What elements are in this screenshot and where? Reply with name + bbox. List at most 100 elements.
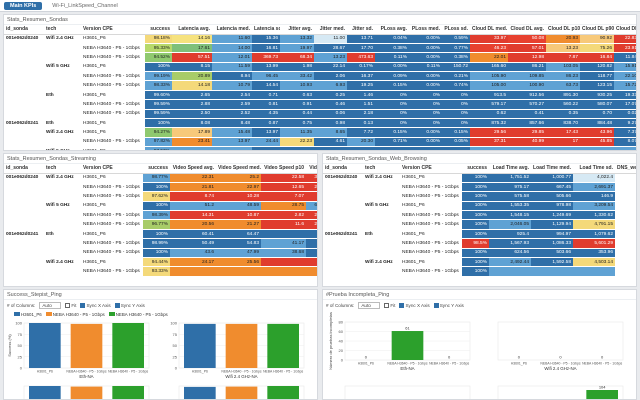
table-cell: 11.35 — [280, 127, 314, 138]
table-cell: 884.48 — [580, 118, 614, 129]
column-header[interactable]: Jitter avg. — [280, 25, 314, 35]
tab-wifi-linkspeed-channel[interactable]: Wi-Fi_LinkSpeed_Channel — [52, 2, 118, 9]
column-header[interactable]: Cloud DL p90 — [580, 25, 614, 35]
column-header[interactable]: Jitter med. — [314, 25, 347, 35]
column-header[interactable]: Version CPE — [81, 25, 145, 35]
column-header[interactable]: Latencia sd. — [252, 25, 280, 35]
table-cell: 001e062d0241 — [4, 229, 44, 240]
column-header[interactable]: PLoss med. — [409, 25, 442, 35]
column-header[interactable]: Load Time sd. — [573, 164, 615, 174]
column-header[interactable]: success — [143, 164, 170, 174]
tab-main-kpis[interactable]: Main KPIs — [4, 1, 43, 10]
checkbox-checked-icon — [80, 302, 86, 308]
fit-checkbox[interactable]: Fit — [65, 302, 76, 308]
columns-input[interactable]: Auto — [358, 301, 381, 309]
bar[interactable] — [267, 323, 299, 368]
bar[interactable] — [29, 323, 61, 368]
y-tick-label: 60 — [339, 329, 344, 334]
column-header[interactable]: DNS_web — [615, 164, 637, 174]
table-cell — [261, 229, 306, 240]
column-header[interactable]: tech — [44, 164, 81, 174]
column-header[interactable]: Video Speed p10 — [261, 164, 306, 174]
table-cell: 20.30 — [347, 137, 375, 148]
table-cell: 2,492.44 — [489, 257, 531, 268]
column-header[interactable]: id_sonda — [4, 164, 44, 174]
table-cell: 98.5% — [462, 238, 489, 249]
table-cell: 10.28 — [216, 191, 261, 202]
table-cell: 40.99 — [508, 137, 546, 148]
column-header[interactable]: Jitter sd. — [347, 25, 375, 35]
sync-y-checkbox[interactable]: Sync Y Axis — [433, 302, 464, 308]
table-cell: 0.62 — [470, 109, 508, 120]
column-header[interactable]: Cloud DL sd. — [614, 25, 636, 35]
column-header[interactable]: Load Time avg. — [489, 164, 531, 174]
y-tick-label: 40 — [339, 339, 344, 344]
bar[interactable] — [112, 323, 144, 368]
table-cell — [4, 80, 44, 91]
panel-title: Stats_Resumen_Sondas — [4, 15, 636, 25]
table-cell — [306, 238, 317, 249]
bar[interactable] — [225, 323, 258, 368]
columns-input[interactable]: Auto — [39, 301, 62, 309]
sync-x-checkbox[interactable]: Sync X Axis — [399, 302, 430, 308]
column-header[interactable]: Version CPE — [81, 164, 143, 174]
column-header[interactable]: Cloud DL p10 — [546, 25, 580, 35]
table-cell: 28.75 — [261, 201, 306, 212]
table-row: NEBA H3640 - P5 - 1Gbps 98.33% 14.18 10.79 1… — [4, 80, 636, 91]
table-cell: 0% — [442, 109, 470, 120]
legend-item[interactable]: H3601_P6 — [14, 311, 42, 317]
column-header[interactable]: tech — [363, 164, 400, 174]
legend-item[interactable]: NEBA H3640 - P5 - 1Gbps — [45, 311, 105, 317]
sync-x-checkbox[interactable]: Sync X Axis — [80, 302, 111, 308]
table-cell: 11.00 — [314, 34, 347, 44]
table-cell: 0.00% — [409, 137, 442, 148]
bar[interactable] — [391, 331, 424, 360]
table-cell — [615, 219, 636, 230]
table-cell: 63.73 — [546, 80, 580, 91]
column-header[interactable]: id_sonda — [4, 25, 44, 35]
bar[interactable] — [70, 323, 103, 368]
table-cell: 97.57% — [145, 146, 172, 150]
streaming-table: id_sonda tech Version CPE success Video Spee… — [4, 164, 317, 277]
table-cell: 9.27 — [614, 118, 636, 129]
bar[interactable] — [184, 323, 216, 368]
bar[interactable] — [225, 386, 258, 400]
table-cell — [615, 229, 636, 240]
column-header[interactable]: Video Speed med. — [216, 164, 261, 174]
table-cell: 99.19% — [145, 71, 172, 82]
column-header[interactable]: PLoss avg. — [375, 25, 409, 35]
column-header[interactable]: tech — [44, 25, 81, 35]
sync-y-checkbox[interactable]: Sync Y Axis — [114, 302, 145, 308]
column-header[interactable]: id_sonda — [323, 164, 363, 174]
bar[interactable] — [112, 386, 144, 400]
table-cell — [4, 52, 44, 63]
table-cell: 10.93 — [280, 80, 314, 91]
table-cell: 96.77% — [143, 219, 170, 230]
column-header[interactable]: Cloud DL avg. — [508, 25, 546, 35]
column-header[interactable]: Latencia med. — [212, 25, 252, 35]
bar[interactable] — [586, 390, 618, 400]
column-header[interactable]: success — [462, 164, 489, 174]
column-header[interactable]: Version CPE — [400, 164, 462, 174]
bar[interactable] — [267, 386, 299, 400]
column-header[interactable]: Vid — [306, 164, 317, 174]
column-header[interactable]: success — [145, 25, 172, 35]
column-header[interactable]: Load Time med. — [531, 164, 573, 174]
column-header[interactable]: Cloud DL med. — [470, 25, 508, 35]
bar[interactable] — [70, 386, 103, 400]
table-cell: 0.15% — [375, 127, 409, 138]
table-cell: 48.59 — [216, 201, 261, 212]
bar[interactable] — [29, 386, 61, 400]
checkbox-icon — [384, 302, 390, 308]
fit-checkbox[interactable]: Fit — [384, 302, 395, 308]
column-header[interactable]: Video Speed avg. — [170, 164, 216, 174]
bar[interactable] — [184, 386, 216, 400]
column-header[interactable]: PLoss sd. — [442, 25, 470, 35]
table-row: NEBA H3640 - P5 - 1Gbps 99.19% 20.89 8.94 96… — [4, 71, 636, 82]
table-row: NEBA H3640 - P5 - 1Gbps 100% 1,548.15 1,249… — [323, 210, 636, 221]
column-header[interactable]: Latencia avg. — [172, 25, 212, 35]
legend-item[interactable]: NEBA H3640 - P5 - 1Gbps — [108, 311, 168, 317]
table-cell: Eth — [44, 229, 81, 240]
table-cell: 2 — [306, 182, 317, 193]
